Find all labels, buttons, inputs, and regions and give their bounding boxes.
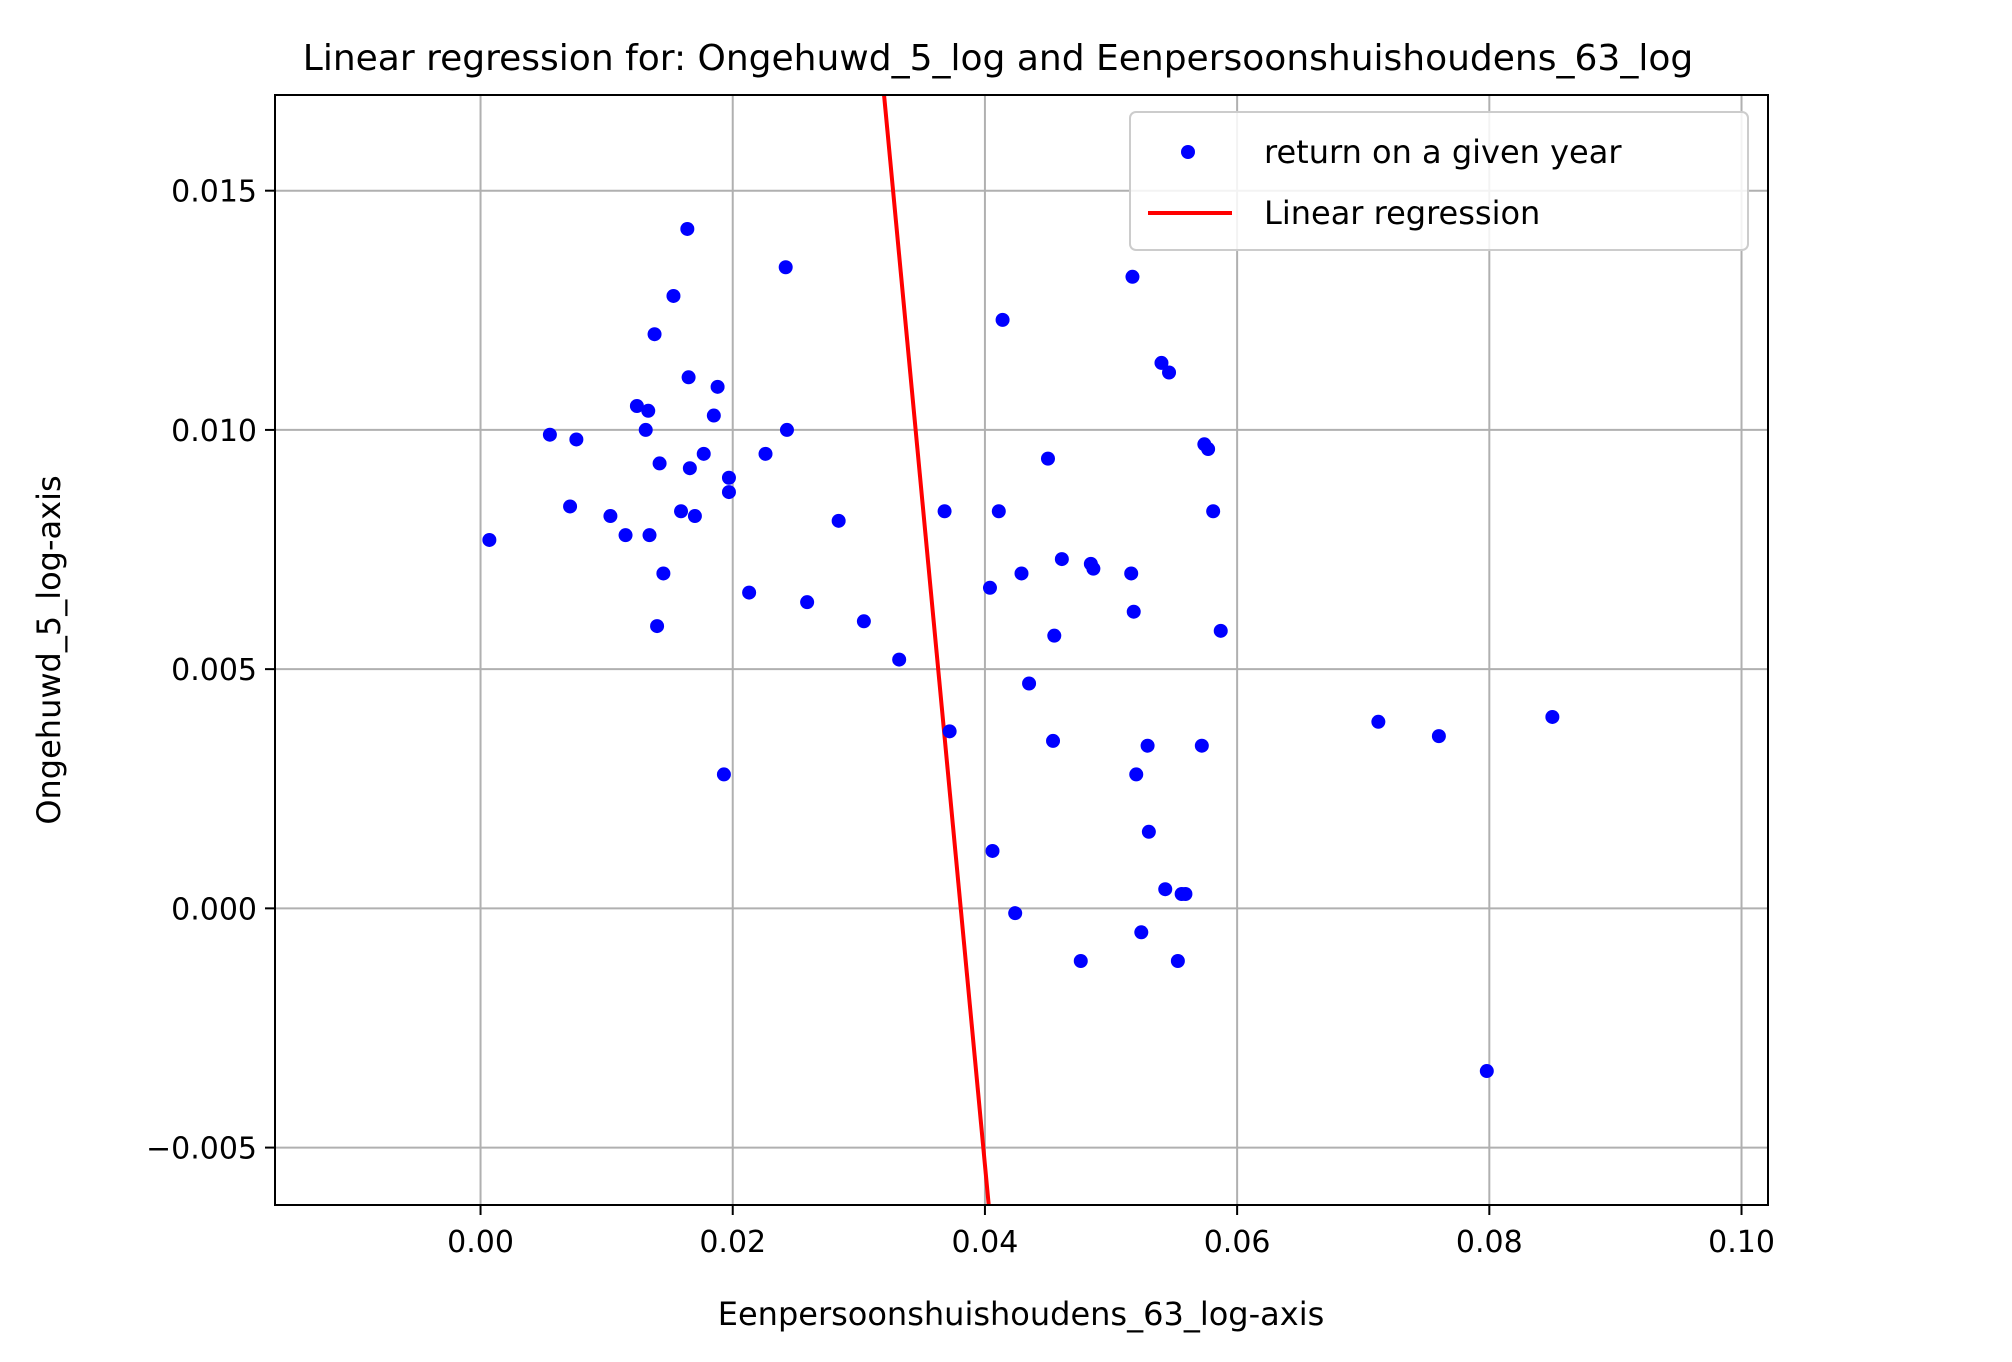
scatter-point (563, 499, 578, 514)
y-tick-label: 0.010 (171, 414, 257, 449)
scatter-point (1170, 953, 1185, 968)
scatter-point (742, 585, 757, 600)
scatter-point (647, 327, 662, 342)
x-tick-label: 0.10 (1708, 1225, 1775, 1260)
y-axis-ticks: −0.005 0.000 0.005 0.010 0.015 (146, 175, 275, 1167)
scatter-point (1046, 733, 1061, 748)
scatter-point (656, 566, 671, 581)
scatter-point (1213, 623, 1228, 638)
scatter-point (1008, 906, 1023, 921)
legend-label-regression: Linear regression (1264, 194, 1540, 232)
scatter-point (1022, 676, 1037, 691)
scatter-point (682, 461, 697, 476)
scatter-point (800, 595, 815, 610)
scatter-point (1124, 566, 1139, 581)
scatter-point (778, 260, 793, 275)
scatter-point (1162, 365, 1177, 380)
y-tick-label: 0.005 (171, 653, 257, 688)
x-tick-label: 0.00 (447, 1225, 514, 1260)
x-tick-label: 0.02 (699, 1225, 766, 1260)
plot-area (482, 95, 1560, 1205)
y-tick-label: −0.005 (146, 1132, 257, 1167)
scatter-point (991, 504, 1006, 519)
x-axis-ticks: 0.00 0.02 0.04 0.06 0.08 0.10 (447, 1205, 1775, 1260)
scatter-point (1047, 628, 1062, 643)
x-tick-label: 0.06 (1204, 1225, 1271, 1260)
scatter-point (1073, 953, 1088, 968)
scatter-point (618, 528, 633, 543)
x-tick-label: 0.08 (1456, 1225, 1523, 1260)
scatter-point (758, 446, 773, 461)
scatter-point (831, 513, 846, 528)
scatter-point (674, 504, 689, 519)
x-tick-label: 0.04 (952, 1225, 1019, 1260)
scatter-point (1140, 738, 1155, 753)
scatter-point (1054, 552, 1069, 567)
y-tick-label: 0.015 (171, 175, 257, 210)
scatter-point (1158, 882, 1173, 897)
scatter-point (1206, 504, 1221, 519)
scatter-point (710, 379, 725, 394)
scatter-point (1201, 442, 1216, 457)
scatter-point (681, 370, 696, 385)
scatter-point (638, 422, 653, 437)
plot-frame (274, 94, 1769, 1206)
scatter-point (603, 509, 618, 524)
scatter-point (696, 446, 711, 461)
scatter-points (482, 221, 1560, 1079)
scatter-point (1126, 604, 1141, 619)
scatter-point (1479, 1064, 1494, 1079)
scatter-point (856, 614, 871, 629)
scatter-point (1141, 824, 1156, 839)
scatter-point (716, 767, 731, 782)
scatter-point (1086, 561, 1101, 576)
legend-marker-scatter (1181, 145, 1195, 159)
scatter-point (1371, 714, 1386, 729)
scatter-point (985, 843, 1000, 858)
scatter-point (937, 504, 952, 519)
scatter-point (1194, 738, 1209, 753)
x-axis-label: Eenpersoonshuishoudens_63_log-axis (718, 1295, 1325, 1333)
legend: return on a given year Linear regression (1129, 111, 1749, 251)
scatter-point (1154, 355, 1169, 370)
regression-line (882, 95, 991, 1205)
scatter-point (642, 528, 657, 543)
y-axis-label: Ongehuwd_5_log-axis (30, 475, 68, 824)
y-tick-label: 0.000 (171, 892, 257, 927)
scatter-point (1134, 925, 1149, 940)
legend-label-scatter: return on a given year (1264, 133, 1622, 171)
scatter-point (569, 432, 584, 447)
regression-layer (882, 95, 991, 1205)
scatter-point (721, 470, 736, 485)
chart-title: Linear regression for: Ongehuwd_5_log an… (303, 38, 1693, 79)
scatter-point (641, 403, 656, 418)
scatter-point (1014, 566, 1029, 581)
scatter-point (650, 619, 665, 634)
scatter-point (680, 221, 695, 236)
scatter-point (1178, 887, 1193, 902)
scatter-point (942, 724, 957, 739)
scatter-point (629, 398, 644, 413)
scatter-point (779, 422, 794, 437)
scatter-point (482, 532, 497, 547)
scatter-point (542, 427, 557, 442)
scatter-point (721, 485, 736, 500)
legend-box (1129, 111, 1749, 251)
scatter-point (892, 652, 907, 667)
scatter-point (652, 456, 667, 471)
scatter-point (666, 288, 681, 303)
scatter-point (1431, 729, 1446, 744)
scatter-point (1129, 767, 1144, 782)
scatter-point (706, 408, 721, 423)
scatter-point (1125, 269, 1140, 284)
scatter-point (982, 580, 997, 595)
scatter-point (1040, 451, 1055, 466)
scatter-point (1545, 709, 1560, 724)
scatter-point (995, 312, 1010, 327)
scatter-point (687, 509, 702, 524)
